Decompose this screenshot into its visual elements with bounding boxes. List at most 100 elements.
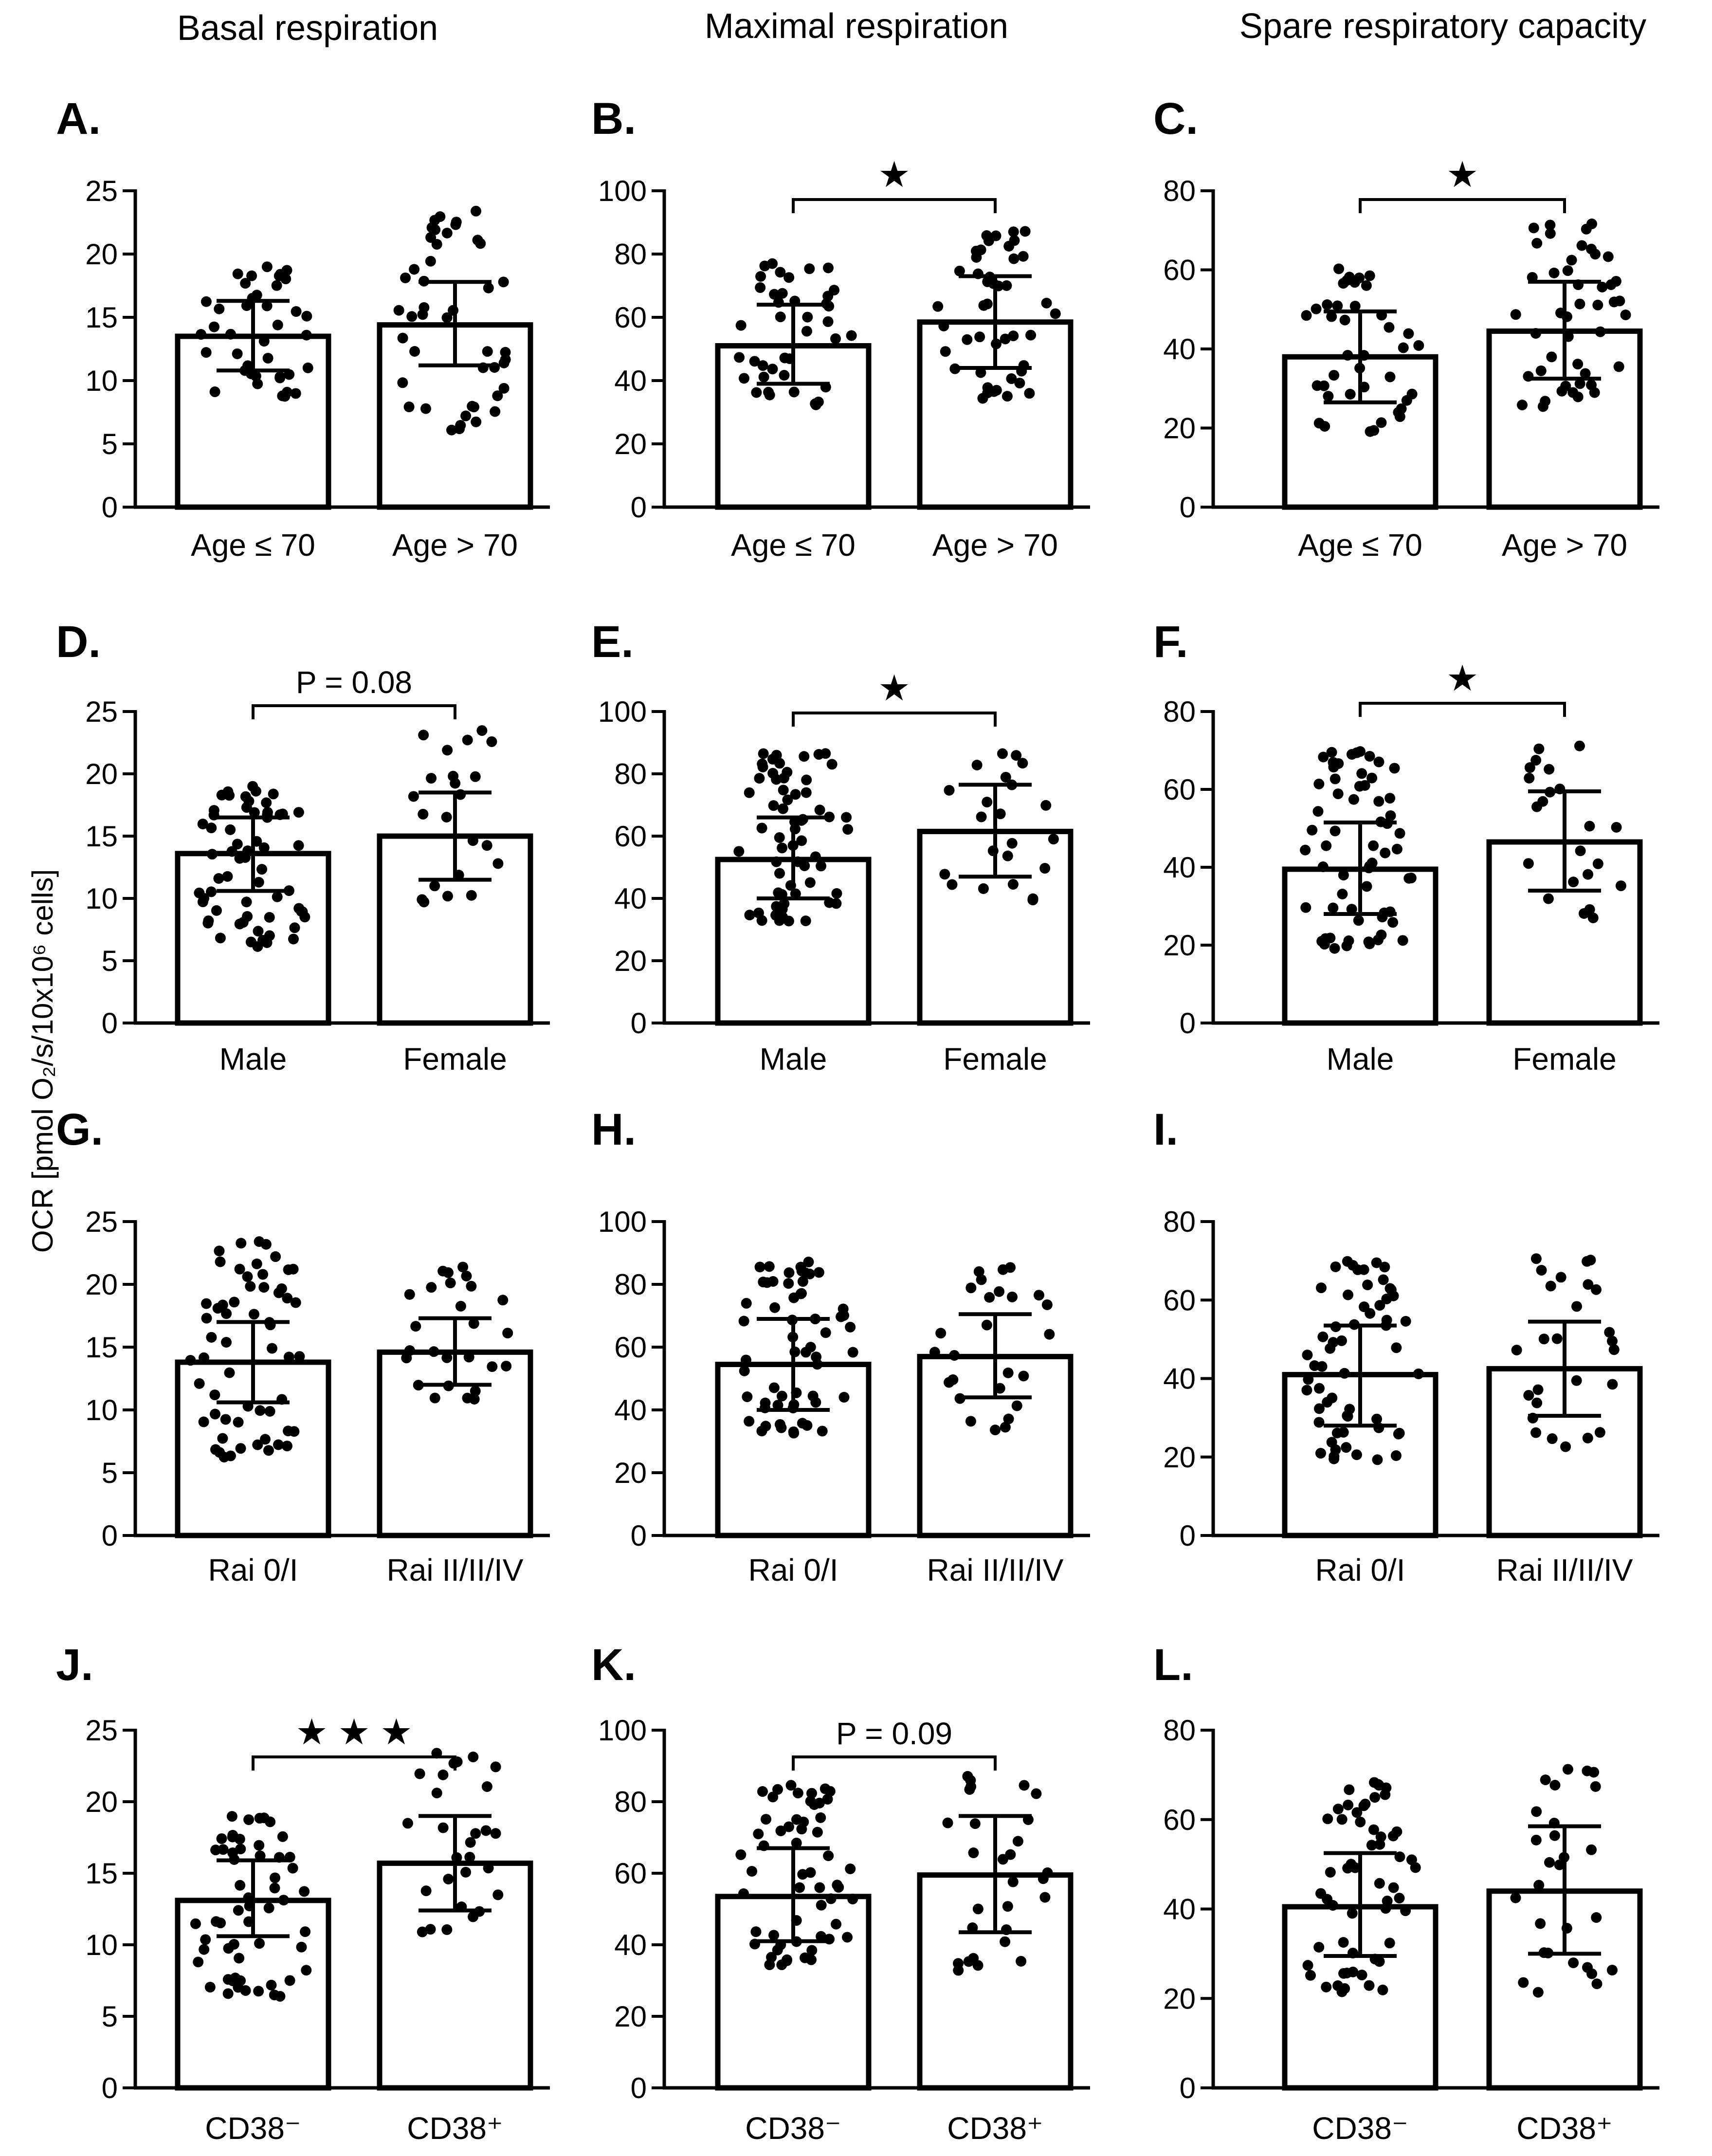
data-point — [1597, 281, 1608, 292]
data-point — [972, 1903, 983, 1915]
data-point — [1358, 1264, 1369, 1275]
data-point — [228, 1938, 239, 1950]
data-point — [965, 1416, 976, 1427]
data-point — [1001, 280, 1012, 291]
data-point — [209, 386, 220, 398]
data-point — [753, 1828, 764, 1840]
data-point — [1400, 1905, 1411, 1917]
data-point — [1302, 1960, 1313, 1971]
data-point — [741, 1297, 752, 1309]
data-point — [426, 1282, 437, 1293]
data-point — [763, 386, 774, 398]
data-point — [264, 1406, 275, 1417]
data-point — [277, 1831, 288, 1842]
data-point — [1018, 251, 1029, 262]
data-point — [1339, 314, 1350, 326]
data-point — [1547, 1433, 1558, 1444]
data-point — [1305, 1970, 1316, 1981]
data-point — [1403, 328, 1414, 339]
data-point — [457, 1261, 469, 1273]
data-point — [400, 272, 411, 283]
data-point — [1606, 1965, 1618, 1976]
data-point — [932, 301, 944, 312]
data-point — [429, 880, 440, 892]
data-point — [744, 910, 755, 921]
data-point — [1359, 780, 1370, 791]
data-point — [800, 1952, 811, 1963]
data-point — [744, 1416, 755, 1427]
category-label: Male — [1327, 1041, 1394, 1077]
data-point — [1384, 793, 1396, 804]
y-tick-label: 40 — [614, 1394, 647, 1426]
data-point — [294, 1351, 305, 1362]
data-point — [1024, 388, 1035, 399]
data-point — [938, 320, 949, 331]
data-point — [797, 1418, 808, 1429]
data-point — [1321, 840, 1332, 851]
data-point — [269, 1882, 280, 1894]
data-point — [253, 877, 264, 888]
data-point — [1384, 1937, 1395, 1949]
data-point — [460, 410, 472, 421]
data-point — [751, 387, 762, 398]
data-point — [1510, 1892, 1521, 1903]
data-point — [1343, 935, 1354, 946]
data-point — [428, 1346, 439, 1357]
data-point — [1337, 888, 1348, 899]
data-point — [1300, 902, 1311, 913]
data-point — [1530, 1253, 1542, 1264]
y-tick-label: 10 — [85, 1394, 118, 1426]
y-tick-label: 20 — [85, 758, 118, 790]
data-point — [995, 808, 1006, 820]
data-point — [1311, 303, 1322, 314]
data-point — [1377, 1984, 1388, 1995]
data-point — [1361, 881, 1372, 892]
data-point — [976, 1274, 987, 1285]
data-point — [749, 356, 760, 367]
y-tick-label: 20 — [85, 238, 118, 271]
data-point — [1320, 933, 1331, 944]
data-point — [1380, 847, 1391, 859]
data-point — [777, 803, 788, 814]
data-point — [1338, 1426, 1349, 1438]
data-point — [429, 1392, 440, 1404]
data-point — [492, 1889, 504, 1900]
significance-label: P = 0.08 — [296, 665, 412, 700]
data-point — [409, 264, 420, 275]
data-point — [953, 1958, 964, 1969]
data-point — [990, 230, 1002, 241]
data-point — [803, 1257, 814, 1268]
category-label: CD38⁺ — [407, 2111, 503, 2146]
data-point — [939, 869, 950, 880]
data-point — [768, 1382, 780, 1393]
data-point — [297, 906, 308, 917]
y-tick-label: 20 — [85, 1786, 118, 1818]
data-point — [820, 748, 831, 759]
data-point — [254, 1938, 265, 1949]
data-point — [783, 1278, 794, 1289]
data-point — [982, 797, 993, 808]
data-point — [1374, 1300, 1385, 1311]
data-point — [776, 1390, 787, 1402]
data-point — [245, 1281, 256, 1292]
data-point — [1042, 1867, 1053, 1879]
data-point — [397, 332, 408, 344]
data-point — [820, 1783, 831, 1794]
data-point — [801, 326, 812, 337]
data-point — [235, 1844, 246, 1855]
data-point — [962, 1771, 973, 1782]
y-tick-label: 20 — [85, 1268, 118, 1301]
category-label: Age > 70 — [932, 528, 1058, 563]
data-point — [1582, 1432, 1593, 1443]
data-point — [796, 1288, 807, 1299]
data-point — [1376, 417, 1387, 428]
data-point — [962, 334, 973, 345]
data-point — [1562, 1764, 1573, 1775]
data-point — [489, 362, 500, 373]
data-point — [229, 1297, 240, 1308]
data-point — [1020, 226, 1031, 237]
category-label: CD38⁺ — [947, 2111, 1043, 2146]
data-point — [467, 401, 478, 412]
data-point — [243, 1814, 255, 1825]
data-point — [1008, 226, 1019, 238]
